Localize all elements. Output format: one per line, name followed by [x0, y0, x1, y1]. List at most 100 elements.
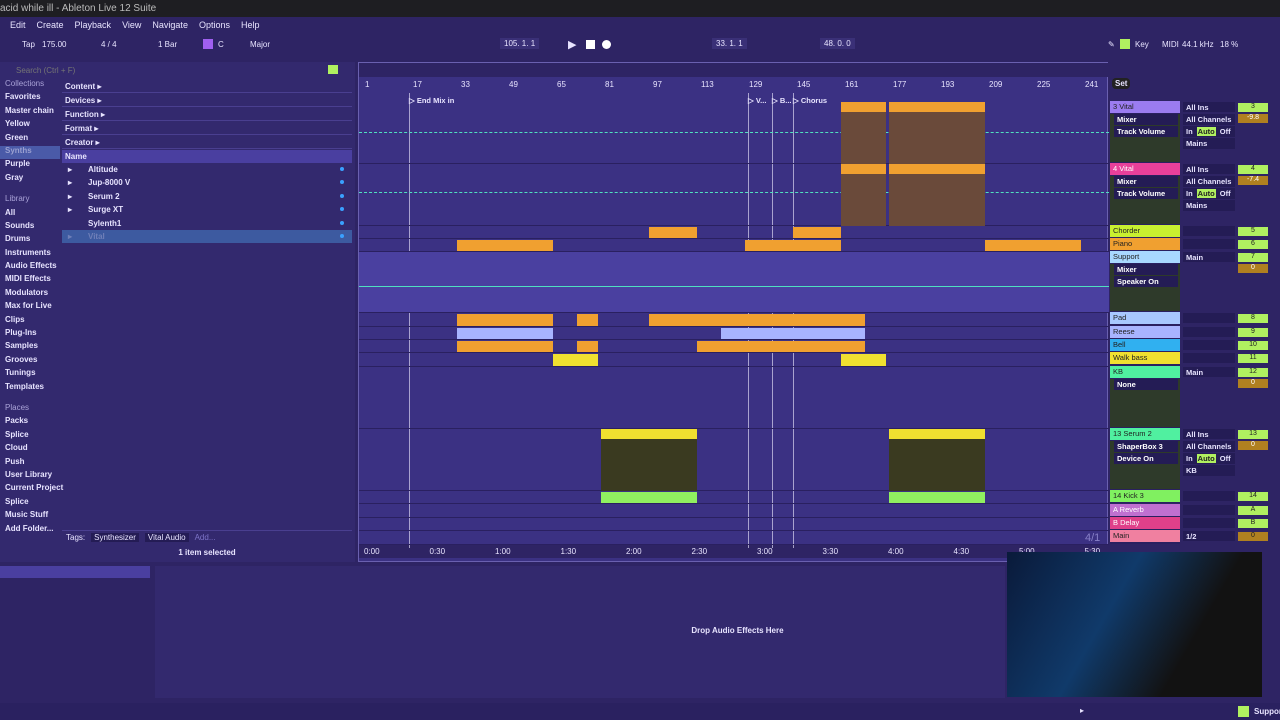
sidebar-item-yellow[interactable]: Yellow: [5, 119, 30, 129]
clip[interactable]: [889, 492, 985, 503]
quantize-dropdown[interactable]: 1 Bar: [158, 40, 178, 49]
browser-item[interactable]: ▸ Vital: [62, 230, 352, 243]
track-activator[interactable]: 7: [1238, 253, 1268, 262]
track-lane[interactable]: [359, 164, 1109, 226]
track-name[interactable]: B Delay: [1110, 517, 1180, 530]
track-name[interactable]: Chorder: [1110, 225, 1180, 238]
channel-chooser[interactable]: All Channels: [1183, 441, 1235, 452]
clip-header[interactable]: [889, 102, 985, 112]
input-chooser[interactable]: [1183, 327, 1235, 337]
track-activator[interactable]: 5: [1238, 227, 1268, 236]
locator-marker[interactable]: ▷ B...: [772, 96, 792, 105]
loop-start-field[interactable]: 33. 1. 1: [712, 38, 747, 49]
browser-item[interactable]: ▸ Jup-8000 V: [62, 176, 352, 189]
play-arrow-icon[interactable]: ▸: [1080, 706, 1085, 715]
sidebar-item-instruments[interactable]: Instruments: [5, 247, 51, 257]
sidebar-item-current-project[interactable]: Current Project: [5, 483, 64, 493]
record-button[interactable]: [602, 40, 611, 49]
track-activator[interactable]: 9: [1238, 328, 1268, 337]
clip[interactable]: [457, 328, 553, 339]
track-activator[interactable]: 6: [1238, 240, 1268, 249]
clip[interactable]: [649, 314, 865, 326]
arrangement-position[interactable]: 105. 1. 1: [500, 38, 540, 49]
clip-header[interactable]: [889, 164, 985, 174]
sidebar-item-samples[interactable]: Samples: [5, 341, 38, 351]
device-chooser[interactable]: Mixer: [1114, 264, 1178, 275]
monitor-in[interactable]: In: [1186, 189, 1193, 198]
sidebar-item-purple[interactable]: Purple: [5, 159, 30, 169]
sidebar-item-plug-ins[interactable]: Plug-Ins: [5, 328, 37, 338]
tag-chip[interactable]: Synthesizer: [91, 533, 139, 542]
expand-arrow-icon[interactable]: ▸: [68, 205, 73, 215]
track-lane[interactable]: [359, 252, 1109, 313]
clip[interactable]: [985, 240, 1081, 251]
track-lane[interactable]: [359, 340, 1109, 353]
time-signature-field[interactable]: 4 / 4: [101, 40, 117, 49]
browser-item[interactable]: ▸ Surge XT: [62, 203, 352, 216]
device-chooser[interactable]: Mixer: [1114, 176, 1178, 187]
monitor-auto[interactable]: Auto: [1196, 189, 1216, 198]
track-name[interactable]: A Reverb: [1110, 504, 1180, 517]
expand-arrow-icon[interactable]: ▸: [68, 165, 73, 174]
clip-header[interactable]: [841, 164, 886, 174]
sidebar-item-splice[interactable]: Splice: [5, 496, 29, 506]
clip[interactable]: [577, 314, 598, 326]
clip[interactable]: [649, 227, 697, 238]
expand-arrow-icon[interactable]: ▸: [68, 178, 73, 188]
filter-3[interactable]: Format ▸: [62, 121, 352, 135]
input-chooser[interactable]: [1183, 518, 1235, 528]
locator-marker[interactable]: ▷ Chorus: [793, 96, 828, 105]
sidebar-item-clips[interactable]: Clips: [5, 314, 25, 324]
key-dropdown[interactable]: C: [218, 40, 224, 49]
track-name[interactable]: Main: [1110, 530, 1180, 543]
keyboard-icon[interactable]: [1120, 39, 1130, 49]
sidebar-item-green[interactable]: Green: [5, 132, 29, 142]
input-chooser[interactable]: [1183, 313, 1235, 323]
track-name[interactable]: Pad: [1110, 312, 1180, 325]
track-lane[interactable]: [359, 353, 1109, 367]
draw-mode-icon[interactable]: ✎: [1108, 40, 1115, 49]
overview-bar[interactable]: [359, 63, 1109, 77]
filter-0[interactable]: Content ▸: [62, 79, 352, 93]
clip[interactable]: [841, 354, 886, 366]
expand-arrow-icon[interactable]: ▸: [68, 232, 73, 241]
track-activator[interactable]: 4: [1238, 165, 1268, 174]
tap-tempo-button[interactable]: Tap: [22, 40, 35, 49]
track-activator[interactable]: 11: [1238, 354, 1268, 363]
tag-chip[interactable]: Vital Audio: [144, 533, 189, 542]
sidebar-item-add-folder-[interactable]: Add Folder...: [5, 523, 54, 533]
clip[interactable]: [721, 328, 865, 339]
menu-view[interactable]: View: [122, 20, 142, 30]
input-chooser[interactable]: [1183, 239, 1235, 249]
sidebar-item-synths[interactable]: Synths: [0, 145, 60, 160]
output-chooser[interactable]: Mains: [1183, 138, 1235, 149]
track-name[interactable]: KB: [1110, 366, 1180, 379]
clip-body[interactable]: [889, 164, 985, 226]
monitor-in[interactable]: In: [1186, 454, 1193, 463]
filter-4[interactable]: Creator ▸: [62, 135, 352, 149]
input-chooser[interactable]: 1/2: [1183, 531, 1235, 541]
device-chooser[interactable]: None: [1114, 379, 1178, 390]
clip-body[interactable]: [601, 429, 697, 491]
filter-2[interactable]: Function ▸: [62, 107, 352, 121]
track-activator[interactable]: 0: [1238, 532, 1268, 541]
track-lane[interactable]: [359, 327, 1109, 340]
locator-marker[interactable]: ▷ V...: [748, 96, 767, 105]
track-name[interactable]: 3 Vital: [1110, 101, 1180, 114]
track-lane[interactable]: [359, 313, 1109, 327]
parameter-chooser[interactable]: Speaker On: [1114, 276, 1178, 287]
monitor-switch[interactable]: In Auto Off: [1183, 188, 1235, 199]
sidebar-item-grooves[interactable]: Grooves: [5, 354, 38, 364]
play-button[interactable]: ▶: [568, 39, 577, 51]
menu-help[interactable]: Help: [240, 20, 260, 30]
monitor-off[interactable]: Off: [1219, 189, 1231, 198]
track-name[interactable]: 4 Vital: [1110, 163, 1180, 176]
clip-header[interactable]: [889, 429, 985, 439]
input-chooser[interactable]: All Ins: [1183, 429, 1235, 439]
sidebar-item-master-chain[interactable]: Master chain: [5, 105, 54, 115]
sidebar-item-all[interactable]: All: [5, 207, 16, 217]
automation-line[interactable]: [359, 192, 1109, 193]
parameter-chooser[interactable]: Device On: [1114, 453, 1178, 464]
clip[interactable]: [457, 314, 553, 326]
clip[interactable]: [577, 341, 598, 352]
